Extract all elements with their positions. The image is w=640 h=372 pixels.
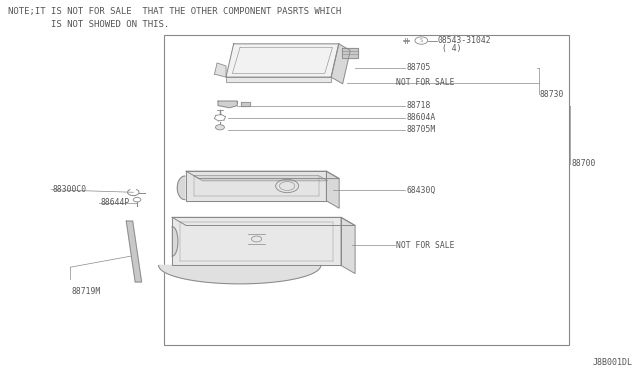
Text: 88604A: 88604A xyxy=(406,113,435,122)
Text: 88300C0: 88300C0 xyxy=(52,185,86,194)
Polygon shape xyxy=(226,77,331,81)
Text: NOT FOR SALE: NOT FOR SALE xyxy=(396,78,455,87)
Polygon shape xyxy=(342,48,358,58)
Polygon shape xyxy=(177,176,185,200)
Text: 88705M: 88705M xyxy=(406,125,435,134)
Text: 68430Q: 68430Q xyxy=(406,186,435,195)
Polygon shape xyxy=(341,217,355,273)
Polygon shape xyxy=(159,265,321,284)
Polygon shape xyxy=(172,217,341,265)
Text: S: S xyxy=(420,38,423,43)
Polygon shape xyxy=(186,171,339,179)
Text: 88700: 88700 xyxy=(572,159,596,169)
Text: J8B001DL: J8B001DL xyxy=(592,358,632,367)
Polygon shape xyxy=(172,227,178,256)
Text: IS NOT SHOWED ON THIS.: IS NOT SHOWED ON THIS. xyxy=(8,20,169,29)
Polygon shape xyxy=(241,102,250,106)
Text: 88730: 88730 xyxy=(540,90,564,99)
Polygon shape xyxy=(326,171,339,208)
Text: 88719M: 88719M xyxy=(72,287,100,296)
Polygon shape xyxy=(194,176,328,181)
Polygon shape xyxy=(331,44,350,84)
Text: NOTE;IT IS NOT FOR SALE  THAT THE OTHER COMPONENT PASRTS WHICH: NOTE;IT IS NOT FOR SALE THAT THE OTHER C… xyxy=(8,7,341,16)
Text: 08543-31042: 08543-31042 xyxy=(438,36,492,45)
Polygon shape xyxy=(218,101,237,108)
Polygon shape xyxy=(126,221,141,282)
Polygon shape xyxy=(172,217,355,225)
Polygon shape xyxy=(186,171,326,201)
Text: NOT FOR SALE: NOT FOR SALE xyxy=(396,241,455,250)
Text: 88718: 88718 xyxy=(406,101,430,110)
Text: 88705: 88705 xyxy=(406,63,430,72)
Text: 88644P: 88644P xyxy=(100,198,129,207)
Polygon shape xyxy=(226,44,339,77)
Bar xyxy=(164,35,568,345)
Text: ( 4): ( 4) xyxy=(442,44,462,53)
Circle shape xyxy=(216,125,225,130)
Polygon shape xyxy=(214,63,226,77)
